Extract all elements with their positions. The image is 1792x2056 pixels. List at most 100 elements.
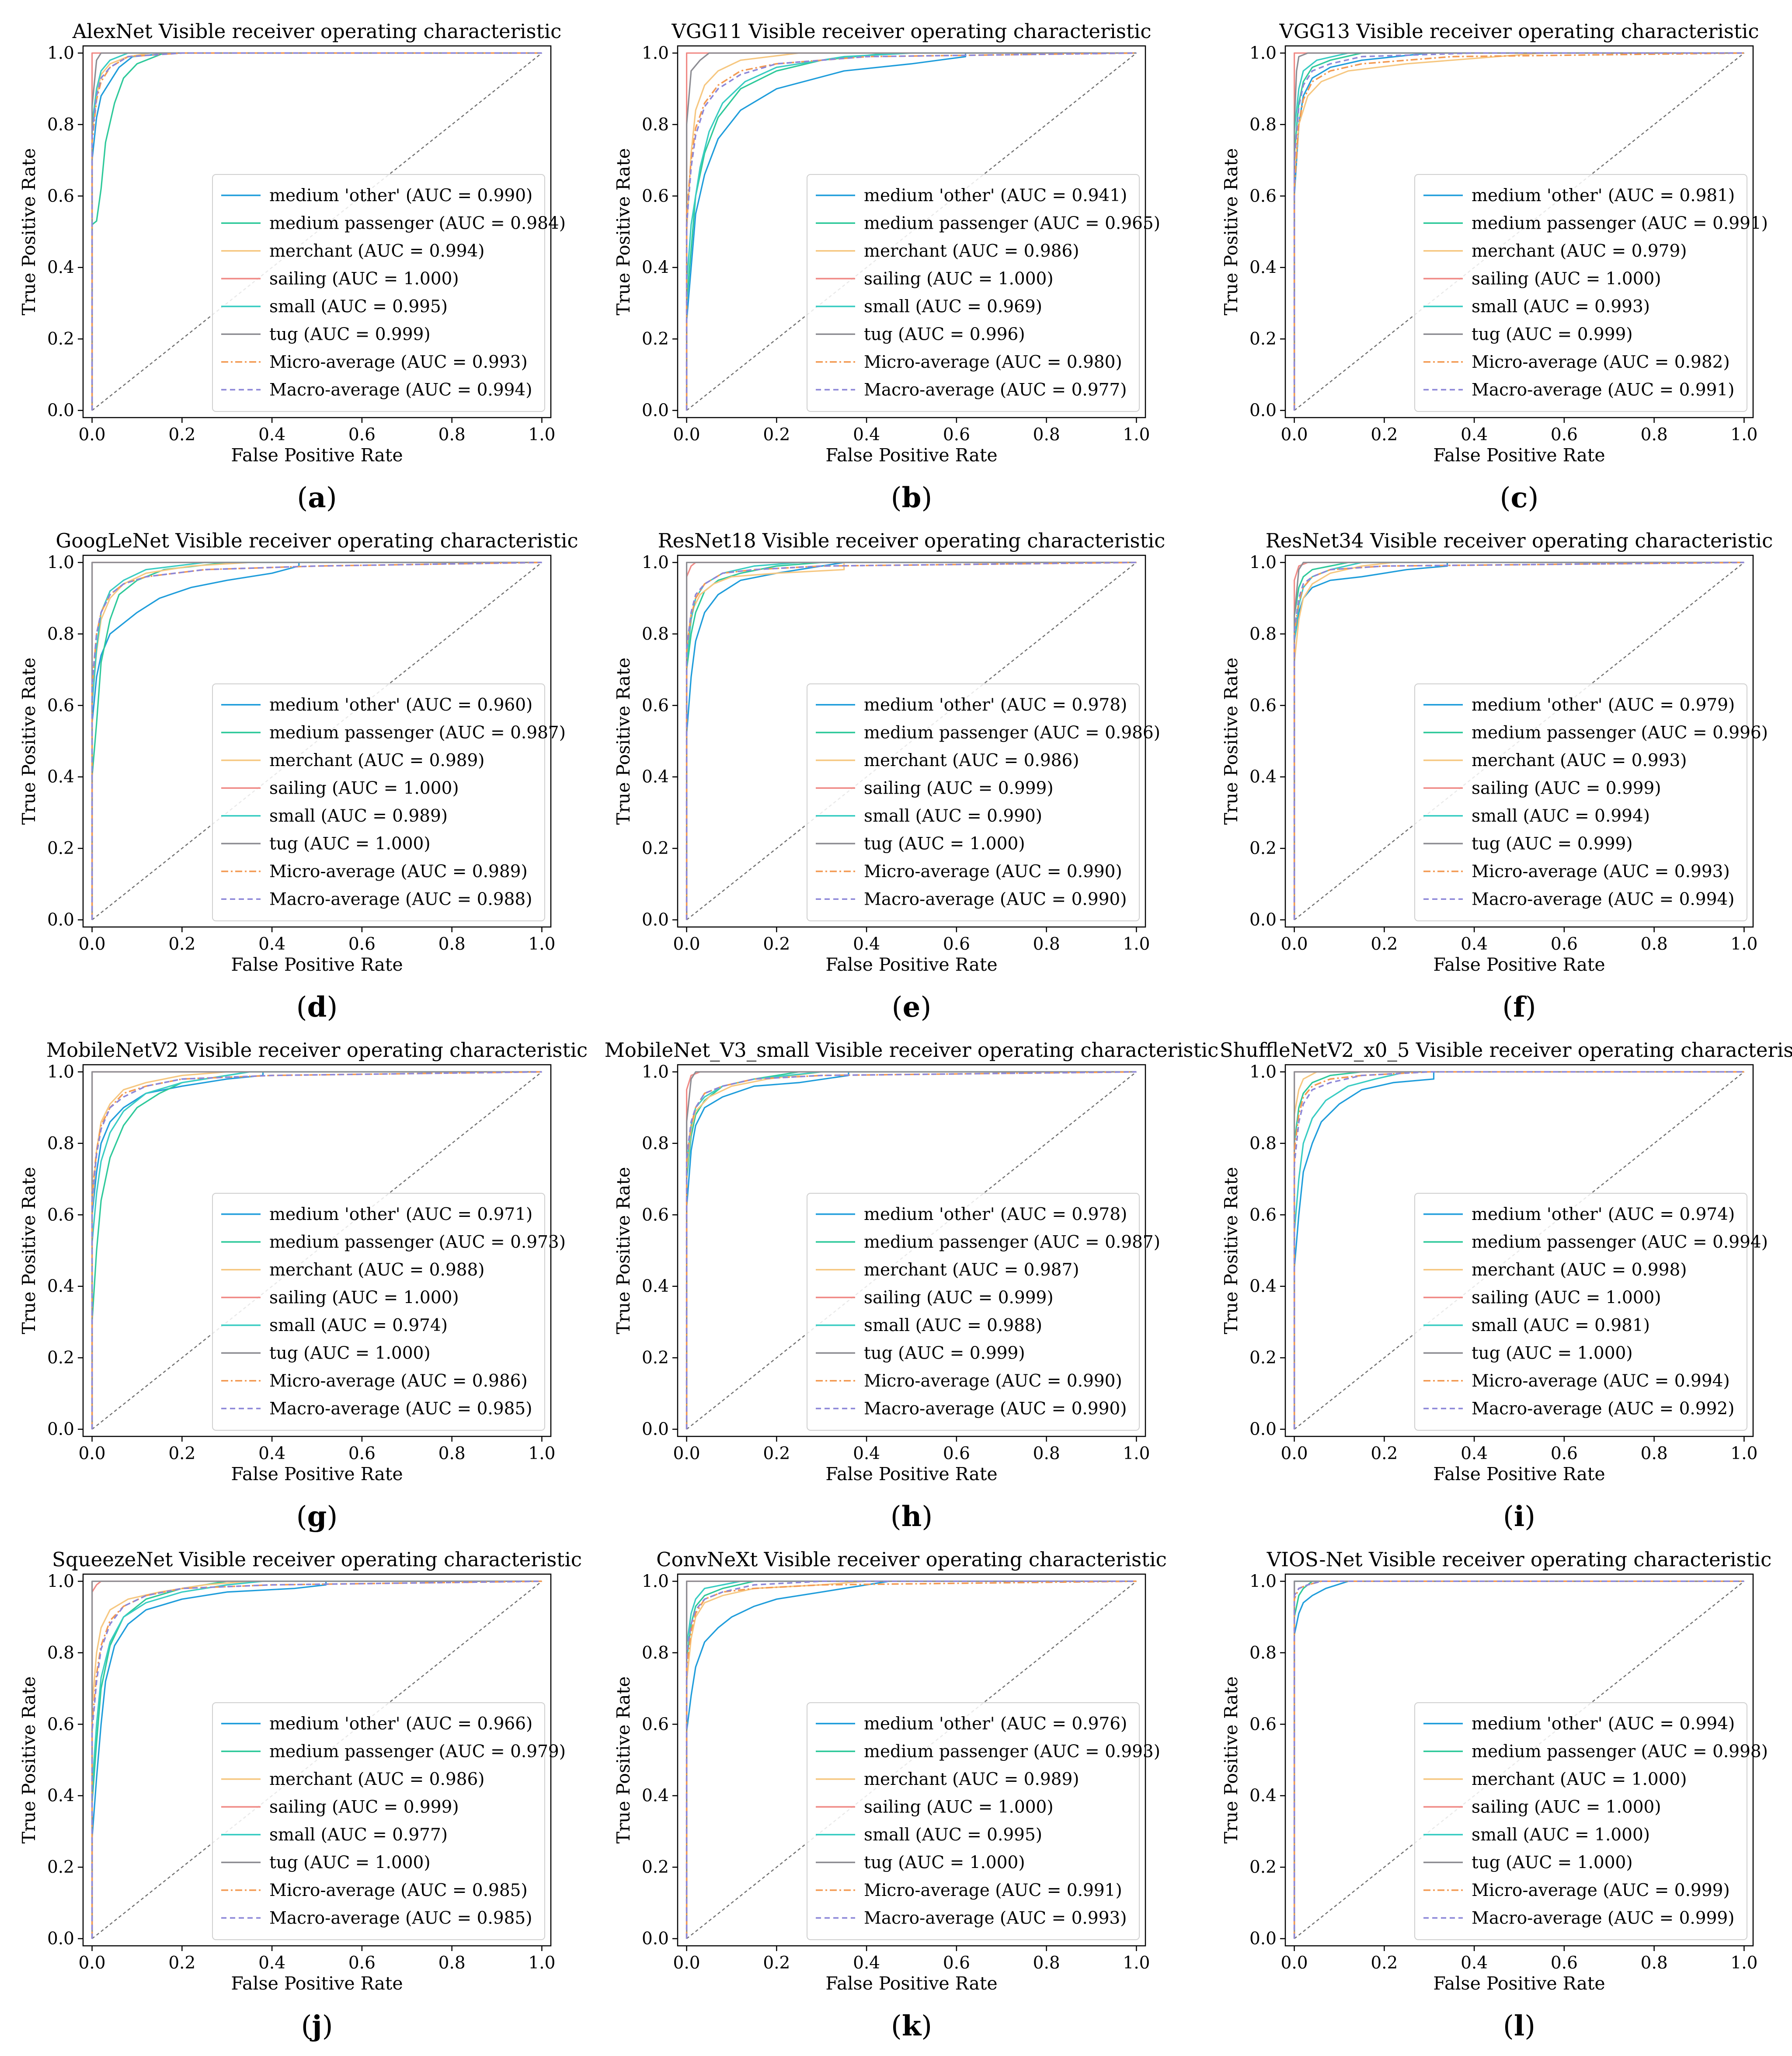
legend-box bbox=[1414, 174, 1747, 412]
legend-entry-label: merchant (AUC = 0.989) bbox=[269, 751, 485, 770]
x-tick-label: 0.2 bbox=[763, 1953, 790, 1973]
legend-entry-label: medium 'other' (AUC = 0.978) bbox=[864, 695, 1127, 715]
x-tick-label: 0.8 bbox=[1641, 1953, 1668, 1973]
x-tick-label: 0.6 bbox=[348, 425, 376, 445]
x-tick-label: 0.0 bbox=[1281, 1953, 1308, 1973]
x-tick-label: 0.2 bbox=[1371, 1444, 1398, 1464]
y-tick-label: 0.8 bbox=[1249, 115, 1277, 135]
x-tick-label: 0.8 bbox=[1033, 425, 1060, 445]
legend-entry-label: medium passenger (AUC = 0.987) bbox=[269, 723, 566, 742]
chart-title: SqueezeNet Visible receiver operating ch… bbox=[52, 1548, 582, 1571]
y-tick-label: 0.2 bbox=[1249, 1857, 1277, 1877]
legend-entry-label: sailing (AUC = 1.000) bbox=[1472, 269, 1661, 289]
legend-entry-label: small (AUC = 0.995) bbox=[864, 1825, 1042, 1845]
x-tick-label: 1.0 bbox=[528, 1953, 555, 1973]
roc-curve-medium-other bbox=[91, 1580, 542, 1939]
legend-entry-label: Macro-average (AUC = 0.993) bbox=[864, 1908, 1127, 1928]
panel-letter-label: (i) bbox=[1503, 1500, 1535, 1533]
x-tick-label: 0.6 bbox=[943, 934, 970, 954]
x-tick-label: 1.0 bbox=[1123, 1953, 1150, 1973]
legend-entry-label: medium 'other' (AUC = 0.979) bbox=[1472, 695, 1735, 715]
x-axis-label: False Positive Rate bbox=[1433, 1973, 1605, 1994]
legend-entry-label: sailing (AUC = 1.000) bbox=[864, 269, 1054, 289]
legend-entry-label: merchant (AUC = 0.989) bbox=[864, 1770, 1079, 1789]
legend-entry-label: medium passenger (AUC = 0.973) bbox=[269, 1232, 566, 1252]
legend-entry-label: Macro-average (AUC = 0.977) bbox=[864, 380, 1127, 400]
plot-area-frame bbox=[677, 45, 1146, 418]
x-tick-label: 0.4 bbox=[258, 1953, 285, 1973]
x-tick-label: 0.8 bbox=[1641, 425, 1668, 445]
chart-title: AlexNet Visible receiver operating chara… bbox=[72, 20, 562, 43]
y-tick-label: 0.2 bbox=[1249, 839, 1277, 858]
legend-entry-label: medium 'other' (AUC = 0.994) bbox=[1472, 1714, 1735, 1734]
legend-entry-label: Macro-average (AUC = 0.988) bbox=[269, 889, 532, 909]
x-tick-label: 0.0 bbox=[1281, 1444, 1308, 1464]
x-tick-label: 0.0 bbox=[673, 934, 700, 954]
y-tick-label: 0.6 bbox=[1249, 696, 1277, 715]
x-tick-label: 0.4 bbox=[1461, 425, 1488, 445]
x-tick-label: 1.0 bbox=[1730, 1953, 1757, 1973]
roc-curve-macro-average bbox=[91, 1071, 542, 1429]
legend-entry-label: merchant (AUC = 0.986) bbox=[864, 751, 1079, 770]
roc-curve-merchant bbox=[1294, 561, 1744, 920]
y-tick-label: 0.8 bbox=[47, 1643, 74, 1663]
roc-panel-i: ShuffleNetV2_x0_5 Visible receiver opera… bbox=[1220, 1038, 1792, 1533]
legend-entry-label: sailing (AUC = 0.999) bbox=[1472, 778, 1661, 798]
plot-area-frame bbox=[1284, 554, 1754, 928]
y-tick-label: 0.2 bbox=[47, 1348, 74, 1368]
roc-panel-f: ResNet34 Visible receiver operating char… bbox=[1221, 529, 1773, 1024]
roc-curve-tug bbox=[685, 1580, 1137, 1939]
x-tick-label: 0.4 bbox=[258, 425, 285, 445]
x-tick-label: 0.2 bbox=[168, 934, 195, 954]
chart-title: VIOS-Net Visible receiver operating char… bbox=[1267, 1548, 1772, 1571]
y-tick-label: 0.6 bbox=[642, 186, 669, 206]
x-tick-label: 0.8 bbox=[438, 425, 466, 445]
roc-panel-j: SqueezeNet Visible receiver operating ch… bbox=[18, 1548, 582, 2042]
legend: medium 'other' (AUC = 0.978) medium passe… bbox=[807, 683, 1160, 921]
panel-letter-label: (e) bbox=[892, 991, 932, 1024]
legend-entry-label: Macro-average (AUC = 0.990) bbox=[864, 889, 1127, 909]
y-tick-label: 0.2 bbox=[642, 329, 669, 349]
x-tick-label: 0.6 bbox=[348, 1444, 376, 1464]
y-axis-label: True Positive Rate bbox=[18, 658, 39, 825]
legend-entry-label: tug (AUC = 1.000) bbox=[269, 834, 431, 854]
legend-box bbox=[807, 174, 1140, 412]
legend-entry-label: Micro-average (AUC = 0.986) bbox=[269, 1371, 528, 1391]
x-tick-label: 0.6 bbox=[943, 425, 970, 445]
y-tick-label: 1.0 bbox=[642, 43, 669, 63]
plot-area-frame bbox=[82, 1573, 552, 1947]
legend-entry-label: medium passenger (AUC = 0.979) bbox=[269, 1742, 566, 1761]
y-tick-label: 1.0 bbox=[47, 43, 74, 63]
roc-curve-macro-average bbox=[91, 1580, 542, 1939]
x-tick-label: 0.6 bbox=[1551, 1953, 1578, 1973]
legend-entry-label: Macro-average (AUC = 0.985) bbox=[269, 1399, 532, 1418]
legend-entry-label: small (AUC = 0.995) bbox=[269, 297, 448, 317]
x-axis-label: False Positive Rate bbox=[231, 1464, 403, 1485]
y-tick-label: 0.0 bbox=[1249, 401, 1277, 421]
x-tick-label: 0.2 bbox=[168, 425, 195, 445]
chart-title: VGG13 Visible receiver operating charact… bbox=[1279, 20, 1759, 43]
y-tick-label: 0.4 bbox=[1249, 767, 1277, 787]
roc-curve-merchant bbox=[91, 1580, 542, 1939]
legend: medium 'other' (AUC = 0.978) medium passe… bbox=[807, 1193, 1160, 1431]
x-tick-label: 0.8 bbox=[438, 1444, 466, 1464]
x-tick-label: 0.4 bbox=[853, 1953, 880, 1973]
x-axis-label: False Positive Rate bbox=[1433, 954, 1605, 975]
y-axis-label: True Positive Rate bbox=[1221, 658, 1242, 825]
plot-area-frame bbox=[1284, 1573, 1754, 1947]
y-tick-label: 1.0 bbox=[47, 553, 74, 572]
roc-curve-medium-passenger bbox=[91, 52, 542, 411]
legend-entry-label: medium passenger (AUC = 0.996) bbox=[1472, 723, 1768, 742]
y-tick-label: 0.0 bbox=[642, 1420, 669, 1439]
roc-curve-tug bbox=[91, 1071, 542, 1429]
roc-curve-medium-other bbox=[685, 52, 1137, 411]
legend-entry-label: tug (AUC = 0.999) bbox=[1472, 834, 1633, 854]
x-tick-label: 0.6 bbox=[1551, 934, 1578, 954]
y-tick-label: 0.0 bbox=[642, 1929, 669, 1949]
x-axis-label: False Positive Rate bbox=[1433, 445, 1605, 466]
legend: medium 'other' (AUC = 0.941) medium passe… bbox=[807, 174, 1160, 412]
roc-panel-e: ResNet18 Visible receiver operating char… bbox=[613, 529, 1165, 1024]
legend-entry-label: small (AUC = 0.989) bbox=[269, 806, 448, 826]
legend: medium 'other' (AUC = 0.974) medium passe… bbox=[1414, 1193, 1768, 1431]
legend: medium 'other' (AUC = 0.971) medium passe… bbox=[212, 1193, 566, 1431]
